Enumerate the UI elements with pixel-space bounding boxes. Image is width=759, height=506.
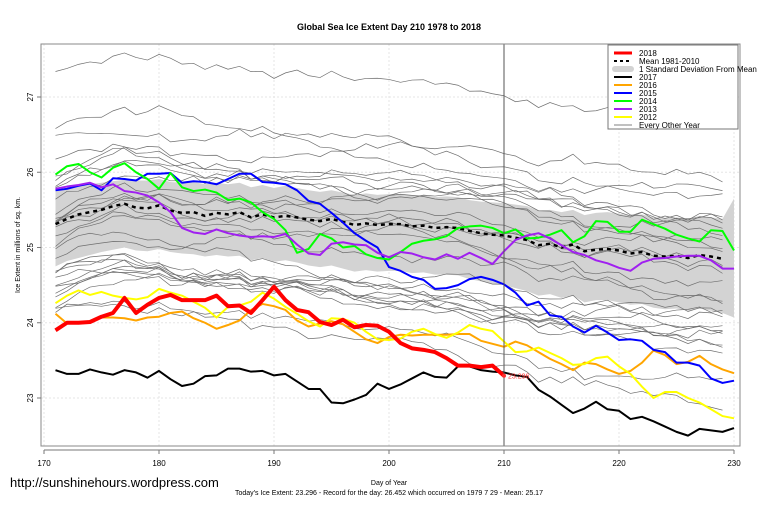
series-lines — [54, 162, 735, 437]
y-tick-label: 25 — [26, 243, 35, 252]
legend-label: Every Other Year — [639, 121, 700, 130]
series-line-2015 — [55, 172, 735, 384]
current-value-label: 23.296 — [508, 374, 530, 381]
series-line-mean-1981-2010 — [54, 202, 723, 261]
y-axis: 23 24 25 26 27 — [26, 92, 41, 402]
other-year-line — [55, 268, 723, 315]
legend-box — [607, 44, 739, 130]
source-url[interactable]: http://sunshinehours.wordpress.com — [10, 475, 219, 490]
x-tick-label: 200 — [382, 459, 396, 468]
footer-summary: Today's Ice Extent: 23.296 - Record for … — [235, 490, 543, 497]
other-year-line — [55, 211, 723, 302]
y-tick-label: 26 — [26, 167, 35, 176]
other-year-line — [55, 198, 723, 274]
legend-label: 2016 — [639, 81, 657, 90]
legend-label: 2012 — [639, 113, 657, 122]
current-value-annotation: 23.296 — [502, 373, 530, 381]
series-line-2017 — [55, 365, 735, 437]
other-year-line — [55, 160, 723, 230]
y-axis-label: Ice Extent in millions of sq. km. — [15, 197, 22, 293]
legend-label: 2014 — [639, 97, 657, 106]
other-year-line — [55, 203, 723, 249]
x-tick-label: 220 — [612, 459, 626, 468]
x-tick-label: 180 — [152, 459, 166, 468]
other-year-line — [55, 128, 723, 199]
other-year-line — [55, 143, 723, 250]
y-tick-label: 27 — [26, 92, 35, 101]
chart-title: Global Sea Ice Extent Day 210 1978 to 20… — [297, 22, 481, 32]
series-line-2013 — [55, 181, 734, 272]
legend-label: 1 Standard Deviation From Mean — [639, 65, 757, 74]
other-year-line — [55, 254, 723, 348]
other-year-line — [55, 268, 723, 346]
legend-label: Mean 1981-2010 — [639, 57, 700, 66]
other-year-line — [55, 148, 723, 221]
y-tick-label: 24 — [26, 318, 35, 327]
other-years-lines — [55, 52, 723, 411]
other-year-line — [55, 303, 723, 381]
other-year-line — [55, 231, 723, 330]
legend-label: 2017 — [639, 73, 657, 82]
other-year-line — [55, 183, 723, 223]
other-year-line — [55, 259, 723, 319]
x-tick-label: 190 — [267, 459, 281, 468]
other-year-line — [55, 193, 723, 268]
series-line-2018 — [54, 284, 506, 378]
plot-frame — [40, 43, 741, 447]
x-tick-label: 170 — [37, 459, 51, 468]
other-year-line — [55, 105, 723, 194]
other-year-line — [55, 252, 723, 332]
legend-label: 2013 — [639, 105, 657, 114]
other-year-line — [55, 271, 723, 339]
other-year-line — [55, 160, 723, 236]
x-tick-label: 210 — [497, 459, 511, 468]
legend-label: 2015 — [639, 89, 657, 98]
series-line-2014 — [54, 162, 735, 261]
legend-label: 2018 — [639, 49, 657, 58]
x-axis: 170 180 190 200 210 220 230 — [37, 449, 741, 468]
legend-swatch — [612, 66, 634, 72]
other-year-line — [55, 215, 723, 287]
current-value-dot — [502, 373, 506, 378]
x-tick-label: 230 — [727, 459, 741, 468]
other-year-line — [55, 182, 723, 267]
y-tick-label: 23 — [26, 393, 35, 402]
x-axis-label: Day of Year — [371, 480, 408, 487]
other-year-line — [55, 141, 723, 183]
other-year-line — [55, 300, 723, 411]
